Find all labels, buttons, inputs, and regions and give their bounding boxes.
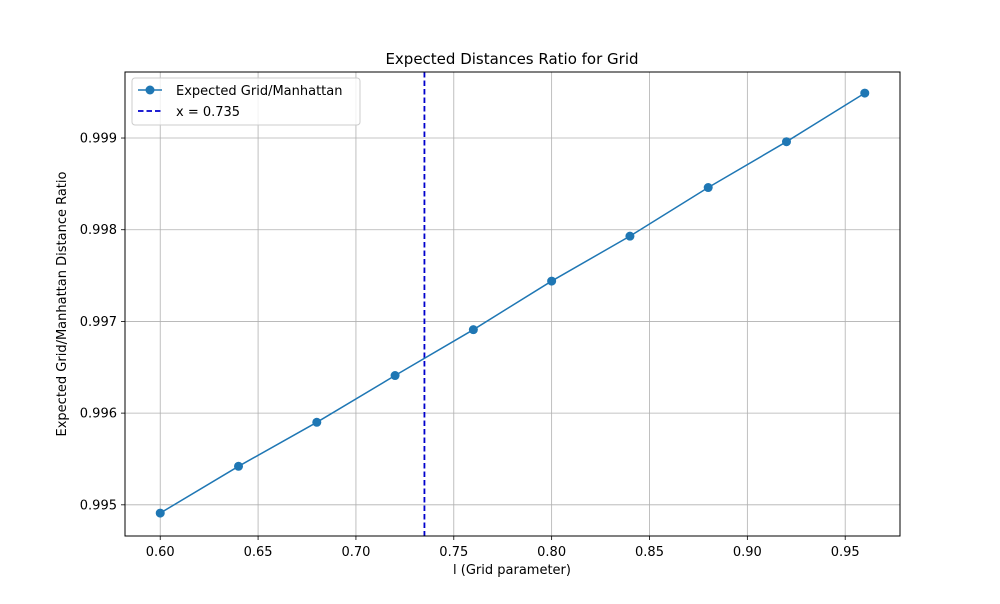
data-point — [390, 371, 400, 381]
data-point — [860, 88, 870, 98]
chart-title: Expected Distances Ratio for Grid — [385, 50, 638, 68]
data-point — [781, 137, 791, 147]
x-tick-label: 0.60 — [146, 545, 175, 560]
data-point — [703, 183, 713, 193]
y-axis-ticks: 0.995 0.996 0.997 0.998 0.999 — [80, 132, 125, 513]
x-tick-label: 0.90 — [733, 545, 762, 560]
data-point — [625, 231, 635, 241]
y-tick-label: 0.995 — [80, 498, 117, 513]
x-tick-label: 0.85 — [635, 545, 664, 560]
series-line — [159, 92, 866, 514]
legend-series-marker — [145, 85, 155, 95]
x-tick-label: 0.65 — [244, 545, 273, 560]
series-layer — [155, 88, 870, 518]
data-point — [547, 276, 557, 286]
grid-lines — [125, 72, 900, 536]
x-tick-label: 0.80 — [537, 545, 566, 560]
legend-series-label: Expected Grid/Manhattan — [176, 84, 342, 99]
data-point — [155, 508, 165, 518]
y-tick-label: 0.999 — [80, 132, 117, 147]
legend: Expected Grid/Manhattan x = 0.735 — [131, 77, 361, 126]
x-tick-label: 0.75 — [439, 545, 468, 560]
data-point — [312, 417, 322, 427]
y-tick-label: 0.997 — [80, 315, 117, 330]
x-tick-label: 0.70 — [341, 545, 370, 560]
x-tick-label: 0.95 — [831, 545, 860, 560]
legend-box — [131, 77, 361, 126]
y-axis-label: Expected Grid/Manhattan Distance Ratio — [55, 171, 70, 436]
data-point — [468, 325, 478, 335]
y-tick-label: 0.998 — [80, 223, 117, 238]
y-tick-label: 0.996 — [80, 407, 117, 422]
plot-area-frame — [124, 71, 901, 537]
legend-vline-label: x = 0.735 — [176, 105, 240, 120]
x-axis-label: l (Grid parameter) — [453, 563, 571, 578]
x-axis-ticks: 0.60 0.65 0.70 0.75 0.80 0.85 0.90 0.95 — [146, 536, 860, 560]
data-point — [234, 461, 244, 471]
